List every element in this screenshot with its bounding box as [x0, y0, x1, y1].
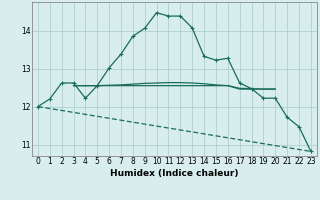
X-axis label: Humidex (Indice chaleur): Humidex (Indice chaleur): [110, 169, 239, 178]
